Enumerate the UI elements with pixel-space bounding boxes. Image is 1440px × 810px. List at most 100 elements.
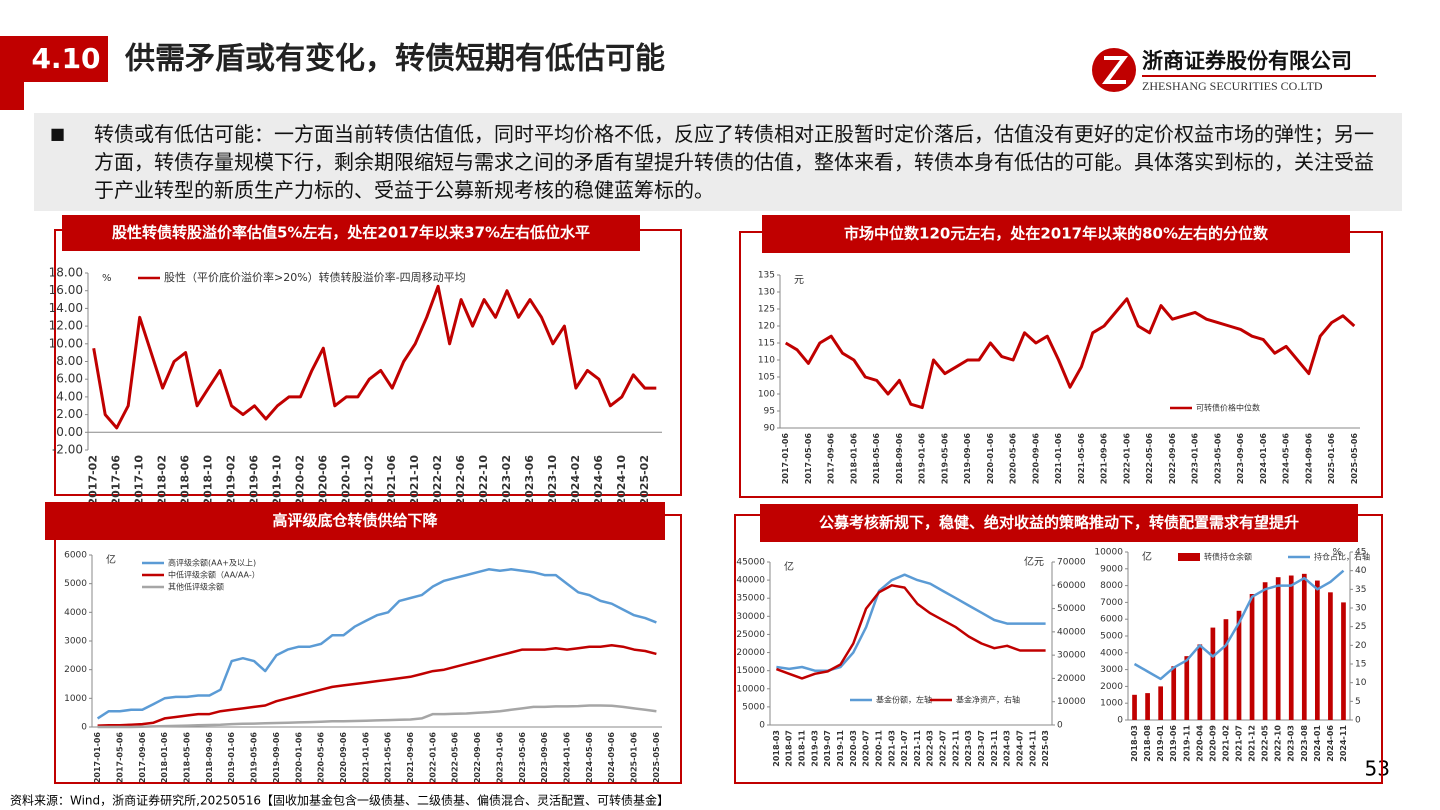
bar	[1158, 686, 1163, 720]
x-tick-label: 2020-09-06	[339, 732, 348, 784]
y-tick-label: 3000	[1100, 665, 1123, 675]
y-tick-label: 110	[758, 356, 775, 366]
x-tick-label: 2023-09-06	[1236, 433, 1245, 485]
x-tick-label: 2017-09-06	[827, 433, 836, 485]
x-tick-label: 2025-03	[1041, 730, 1050, 767]
bar	[1171, 666, 1177, 720]
x-tick-label: 2024-01	[1313, 725, 1322, 762]
y-tick-label: 35000	[736, 594, 765, 604]
y2-tick-label: 30	[1355, 604, 1367, 614]
x-tick-label: 2024-01-06	[1259, 433, 1268, 485]
y-tick-label: 2000	[64, 665, 87, 675]
legend-label: 转债持仓余额	[1204, 552, 1252, 562]
x-tick-label: 2021-11	[913, 730, 922, 767]
panel-title-box	[760, 504, 1358, 542]
y-tick-label: 10.00	[49, 336, 83, 350]
x-tick-label: 2021-01-06	[1054, 433, 1063, 485]
x-tick-label: 2025-05-06	[1350, 433, 1359, 485]
x-tick-label: 2022-11	[951, 730, 960, 767]
x-tick-label: 2021-01-06	[361, 732, 370, 784]
bar	[1197, 644, 1203, 720]
y-tick-label: 16.00	[49, 283, 83, 297]
logo-mark	[1102, 56, 1128, 84]
y-tick-label: 12.00	[49, 319, 83, 333]
y2-unit: %	[1332, 547, 1342, 558]
x-tick-label: 2021-07	[900, 730, 909, 767]
x-tick-label: 2023-09-06	[540, 732, 549, 784]
y-tick-label: 40000	[736, 576, 765, 586]
y-unit: 元	[794, 275, 804, 286]
y2-tick-label: 25	[1355, 622, 1366, 632]
x-tick-label: 2020-04	[1195, 725, 1204, 762]
x-tick-label: 2018-06	[179, 455, 192, 506]
x-tick-label: 2022-03	[926, 730, 935, 767]
x-tick-label: 2020-05-06	[317, 732, 326, 784]
y2-tick-label: 35	[1355, 585, 1366, 595]
y2-tick-label: 50000	[1057, 604, 1086, 614]
source-note: 资料来源：Wind，浙商证券研究所,20250516【固收加基金包含一级债基、二…	[10, 793, 669, 808]
legend-label: 高评级余额(AA+及以上)	[168, 558, 256, 568]
x-tick-label: 2022-07	[939, 730, 948, 767]
x-tick-label: 2022-10	[1274, 725, 1283, 762]
x-tick-label: 2019-01	[1156, 725, 1165, 762]
x-tick-label: 2019-05-06	[250, 732, 259, 784]
y-tick-label: 1000	[1100, 699, 1123, 709]
x-tick-label: 2023-01-06	[1191, 433, 1200, 485]
x-tick-label: 2019-05-06	[940, 433, 949, 485]
y-unit: %	[102, 273, 112, 284]
bar	[1275, 577, 1281, 720]
y-tick-label: 14.00	[49, 301, 83, 315]
x-tick-label: 2018-05-06	[872, 433, 881, 485]
y-unit: 亿	[1142, 550, 1152, 563]
legend-label: 可转债价格中位数	[1196, 403, 1260, 413]
x-tick-label: 2019-01-06	[227, 732, 236, 784]
y-tick-label: 0	[1117, 716, 1123, 726]
x-tick-label: 2020-01-06	[986, 433, 995, 485]
legend-swatch	[1178, 553, 1200, 561]
section-number: 4.10	[31, 42, 100, 75]
y2-unit: 亿元	[1024, 555, 1044, 568]
side-bar	[0, 36, 24, 110]
x-tick-label: 2017-06	[110, 455, 123, 506]
panel-title: 市场中位数120元左右，处在2017年以来的80%左右的分位数	[844, 225, 1269, 243]
x-tick-label: 2021-02	[362, 455, 375, 506]
y-tick-label: -2.00	[52, 443, 83, 457]
y2-tick-label: 40000	[1057, 627, 1086, 637]
x-tick-label: 2022-06	[454, 455, 467, 506]
series-line	[97, 644, 657, 727]
x-tick-label: 2025-01-06	[630, 732, 639, 784]
x-tick-label: 2019-09-06	[272, 732, 281, 784]
page-number: 53	[1365, 757, 1390, 781]
x-tick-label: 2024-06	[592, 455, 605, 506]
x-tick-label: 2023-11	[990, 730, 999, 767]
y2-tick-label: 10000	[1057, 697, 1086, 707]
y-tick-label: 45000	[736, 558, 765, 568]
y-tick-label: 4.00	[56, 389, 83, 403]
x-tick-label: 2024-09-06	[1304, 433, 1313, 485]
x-tick-label: 2021-02	[1221, 725, 1230, 762]
y2-tick-label: 70000	[1057, 558, 1086, 568]
series-line	[96, 568, 657, 720]
x-tick-label: 2018-08	[1143, 725, 1152, 762]
y-unit: 亿	[784, 560, 794, 573]
x-tick-label: 2020-03	[849, 730, 858, 767]
x-tick-label: 2025-02	[638, 455, 651, 506]
y-tick-label: 0.00	[56, 425, 83, 439]
y-tick-label: 120	[758, 322, 775, 332]
y-tick-label: 8.00	[56, 354, 83, 368]
y-tick-label: 4000	[1100, 648, 1123, 658]
x-tick-label: 2018-05-06	[183, 732, 192, 784]
y-tick-label: 15000	[736, 666, 765, 676]
x-tick-label: 2024-05-06	[585, 732, 594, 784]
panel-title-box	[762, 215, 1350, 253]
series-line	[775, 584, 1046, 680]
panel-title: 公募考核新规下，稳健、绝对收益的策略推动下，转债配置需求有望提升	[819, 514, 1299, 532]
x-tick-label: 2022-09-06	[1168, 433, 1177, 485]
bar	[1328, 592, 1333, 720]
y2-tick-label: 15	[1355, 660, 1366, 670]
x-tick-label: 2023-02	[500, 455, 513, 506]
bar	[1184, 656, 1190, 720]
y2-tick-label: 20	[1355, 641, 1367, 651]
x-tick-label: 2018-02	[156, 455, 169, 506]
